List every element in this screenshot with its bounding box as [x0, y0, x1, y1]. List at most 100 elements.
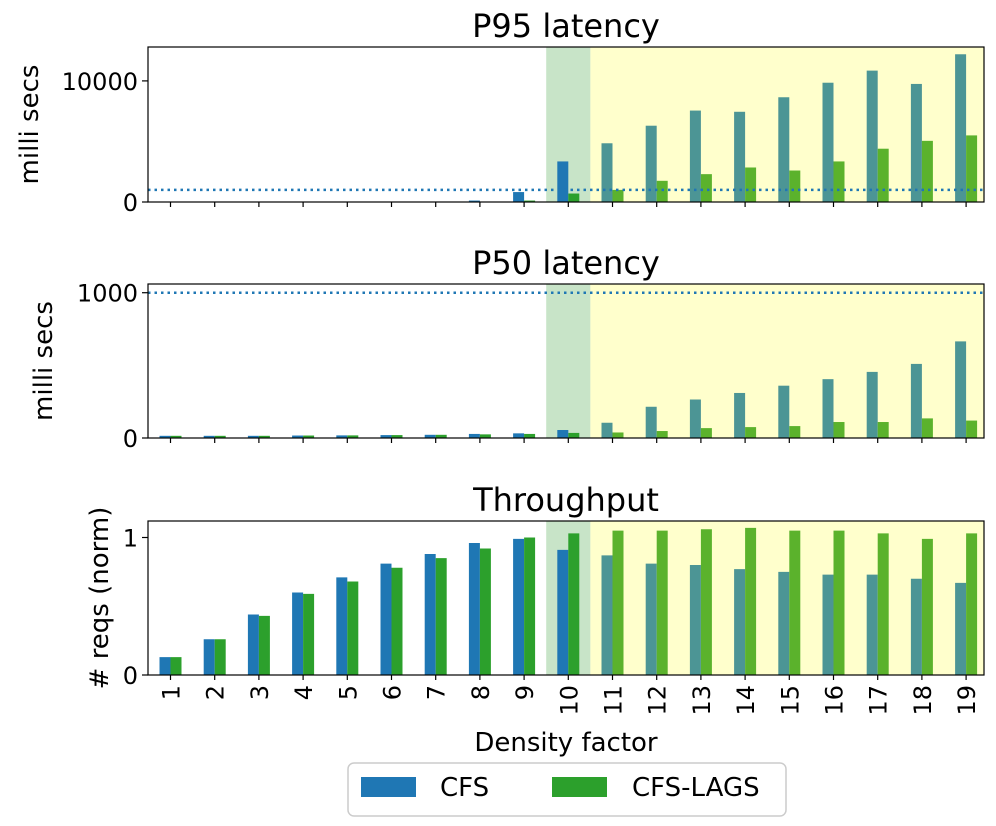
- bar-cfs-lags-19: [966, 135, 978, 202]
- bar-cfs-lags-5: [347, 581, 359, 675]
- bar-cfs-lags-16: [833, 422, 845, 438]
- bar-cfs-lags-14: [745, 427, 757, 438]
- bar-cfs-lags-7: [435, 558, 447, 675]
- y-axis-label: # reqs (norm): [85, 507, 115, 690]
- panel-title: Throughput: [472, 481, 659, 519]
- bar-cfs-13: [689, 110, 701, 202]
- bar-cfs-15: [778, 571, 790, 675]
- bar-cfs-6: [380, 435, 392, 438]
- bar-cfs-12: [645, 125, 657, 202]
- bar-cfs-18: [910, 83, 922, 202]
- x-tick-label-2: 2: [202, 685, 230, 700]
- bar-cfs-lags-6: [391, 567, 403, 675]
- bar-cfs-lags-10: [568, 432, 580, 438]
- bar-cfs-4: [292, 592, 304, 675]
- bar-cfs-5: [336, 577, 348, 675]
- bar-cfs-lags-1: [170, 435, 182, 438]
- bar-cfs-lags-18: [921, 538, 933, 675]
- bar-cfs-lags-19: [966, 420, 978, 438]
- bar-cfs-10: [557, 430, 569, 438]
- x-tick-label-5: 5: [334, 685, 362, 700]
- legend-label-cfs-lags: CFS-LAGS: [632, 773, 760, 803]
- bar-cfs-8: [468, 433, 480, 438]
- x-tick-label-13: 13: [688, 685, 716, 716]
- bar-cfs-lags-9: [524, 537, 536, 675]
- bar-cfs-14: [734, 111, 746, 202]
- bar-cfs-lags-11: [612, 530, 624, 675]
- bar-cfs-7: [424, 554, 436, 675]
- bar-cfs-lags-6: [391, 435, 403, 438]
- bar-cfs-7: [424, 434, 436, 438]
- bar-cfs-17: [866, 574, 878, 675]
- bar-cfs-lags-4: [303, 593, 315, 675]
- y-tick-label: 1000: [77, 280, 138, 308]
- bar-cfs-8: [468, 200, 480, 202]
- legend-label-cfs: CFS: [440, 773, 489, 803]
- x-tick-label-16: 16: [821, 685, 849, 716]
- bar-cfs-1: [159, 435, 171, 438]
- bar-cfs-lags-10: [568, 193, 580, 202]
- panel-title: P50 latency: [472, 244, 660, 282]
- bar-cfs-lags-3: [258, 615, 270, 675]
- bar-cfs-16: [822, 574, 834, 675]
- bar-cfs-lags-17: [877, 422, 889, 438]
- x-tick-label-12: 12: [644, 685, 672, 716]
- bar-cfs-lags-10: [568, 533, 580, 675]
- bar-cfs-8: [468, 543, 480, 675]
- bar-cfs-12: [645, 406, 657, 438]
- bar-cfs-lags-16: [833, 161, 845, 202]
- bar-cfs-lags-14: [745, 527, 757, 675]
- bar-cfs-lags-19: [966, 533, 978, 675]
- panel-title: P95 latency: [472, 7, 660, 45]
- bar-cfs-16: [822, 82, 834, 202]
- bar-cfs-lags-2: [214, 639, 226, 675]
- bar-cfs-lags-15: [789, 170, 801, 202]
- x-tick-label-19: 19: [953, 685, 981, 716]
- bar-cfs-10: [557, 161, 569, 202]
- bar-cfs-lags-11: [612, 432, 624, 438]
- bar-cfs-16: [822, 379, 834, 438]
- x-tick-label-4: 4: [290, 685, 318, 700]
- panel-3: 0 1 Throughput # reqs (norm): [85, 481, 985, 690]
- x-tick-label-17: 17: [865, 685, 893, 716]
- bar-cfs-lags-16: [833, 530, 845, 675]
- plot-frame: [147, 46, 985, 203]
- bar-cfs-12: [645, 563, 657, 675]
- bar-cfs-lags-7: [435, 434, 447, 438]
- bar-cfs-19: [955, 341, 967, 438]
- legend-swatch-cfs: [361, 777, 416, 797]
- bar-cfs-18: [910, 578, 922, 675]
- panel-1: 0 10000 P95 latency milli secs: [15, 7, 985, 217]
- bar-cfs-1: [159, 657, 171, 675]
- bar-cfs-17: [866, 371, 878, 438]
- y-tick-label: 1: [123, 525, 138, 553]
- highlight-region-transition: [546, 284, 591, 438]
- bar-cfs-9: [513, 192, 525, 202]
- bar-cfs-19: [955, 582, 967, 675]
- y-tick-label: 0: [123, 189, 138, 217]
- bar-cfs-17: [866, 70, 878, 202]
- bar-cfs-lags-15: [789, 426, 801, 438]
- x-tick-label-8: 8: [467, 685, 495, 700]
- x-tick-label-7: 7: [423, 685, 451, 700]
- bar-cfs-lags-4: [303, 435, 315, 438]
- bar-cfs-lags-11: [612, 189, 624, 202]
- bar-cfs-lags-17: [877, 533, 889, 675]
- panel-2: 0 1000 P50 latency milli secs: [29, 244, 985, 453]
- bar-cfs-4: [292, 435, 304, 438]
- x-tick-label-14: 14: [732, 685, 760, 716]
- x-tick-label-1: 1: [158, 685, 186, 700]
- bar-cfs-lags-3: [258, 435, 270, 438]
- bar-cfs-15: [778, 97, 790, 202]
- bar-cfs-lags-9: [524, 200, 536, 202]
- y-tick-label: 0: [123, 662, 138, 690]
- plot-frame: [147, 283, 985, 439]
- bar-cfs-14: [734, 569, 746, 675]
- x-tick-label-9: 9: [511, 685, 539, 700]
- bar-cfs-lags-8: [479, 434, 491, 438]
- bar-cfs-lags-5: [347, 435, 359, 438]
- bar-cfs-lags-12: [656, 431, 668, 438]
- bar-cfs-9: [513, 538, 525, 675]
- bar-cfs-lags-13: [700, 529, 712, 675]
